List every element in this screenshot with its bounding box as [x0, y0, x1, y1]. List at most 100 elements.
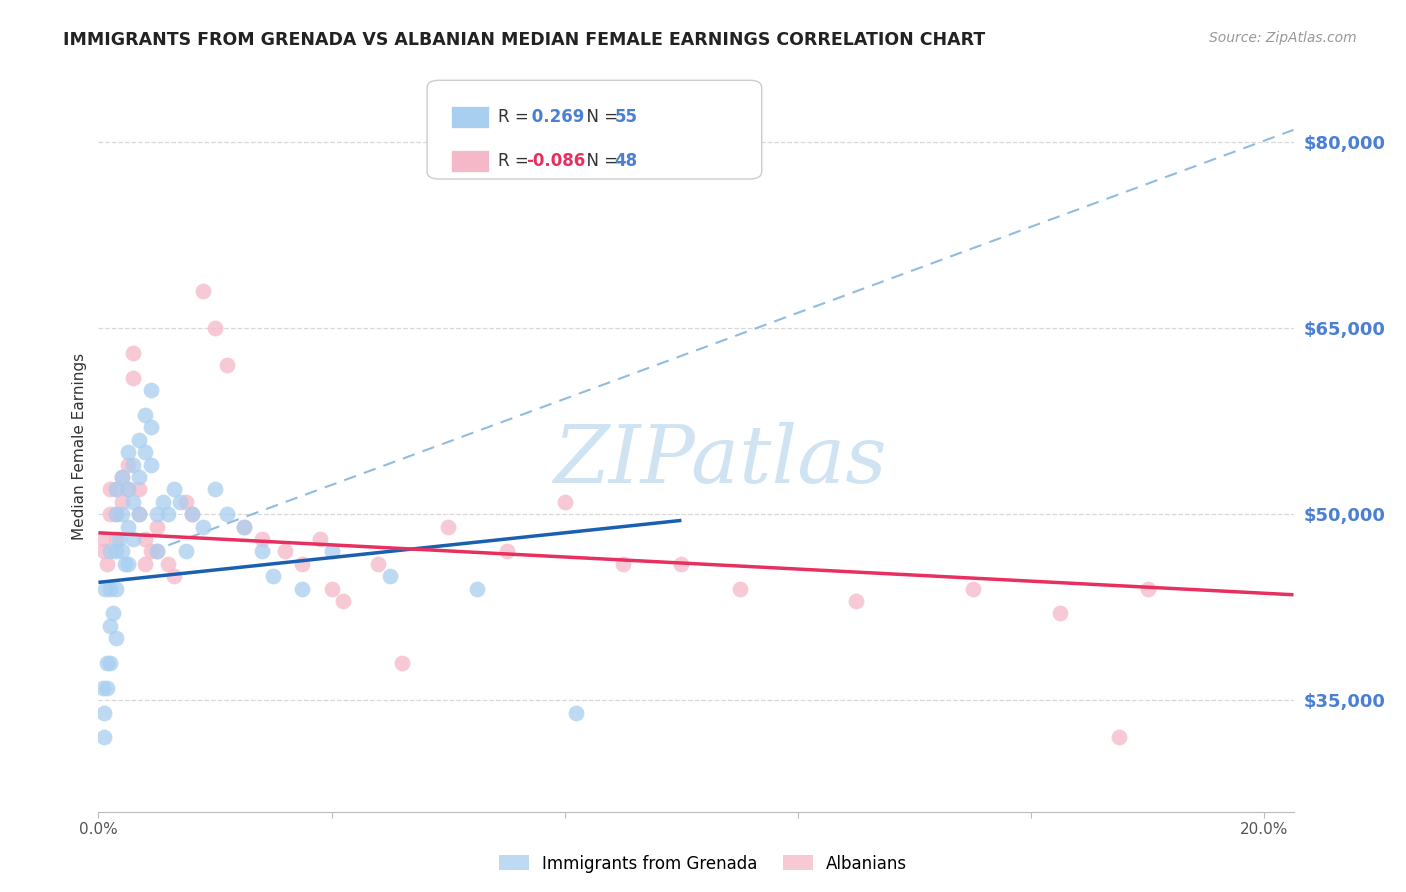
FancyBboxPatch shape [451, 150, 489, 171]
Albanians [98, 507, 121, 521]
Immigrants from Grenada [467, 582, 489, 596]
Immigrants from Grenada [128, 507, 150, 521]
Text: R =: R = [498, 108, 534, 126]
Immigrants from Grenada [139, 420, 162, 434]
Immigrants from Grenada [134, 445, 156, 459]
Text: -0.086: -0.086 [526, 152, 585, 169]
Albanians [309, 532, 332, 546]
Albanians [139, 544, 162, 558]
Immigrants from Grenada [117, 445, 139, 459]
Immigrants from Grenada [145, 507, 167, 521]
Text: Source: ZipAtlas.com: Source: ZipAtlas.com [1209, 31, 1357, 45]
Albanians [554, 495, 576, 509]
Immigrants from Grenada [94, 582, 117, 596]
Albanians [163, 569, 186, 583]
Immigrants from Grenada [193, 519, 215, 533]
Immigrants from Grenada [104, 582, 127, 596]
Immigrants from Grenada [378, 569, 401, 583]
Immigrants from Grenada [104, 631, 127, 645]
Albanians [91, 532, 114, 546]
Immigrants from Grenada [96, 656, 118, 670]
Albanians [612, 557, 634, 571]
Albanians [111, 495, 134, 509]
Immigrants from Grenada [117, 519, 139, 533]
Text: ZIPatlas: ZIPatlas [553, 422, 887, 500]
Immigrants from Grenada [174, 544, 197, 558]
Immigrants from Grenada [250, 544, 273, 558]
FancyBboxPatch shape [451, 106, 489, 128]
Albanians [134, 557, 156, 571]
Albanians [145, 544, 167, 558]
Immigrants from Grenada [91, 681, 114, 695]
Albanians [193, 284, 215, 298]
Albanians [367, 557, 389, 571]
Immigrants from Grenada [98, 544, 121, 558]
Immigrants from Grenada [204, 483, 226, 497]
Immigrants from Grenada [96, 681, 118, 695]
Immigrants from Grenada [134, 408, 156, 422]
Immigrants from Grenada [128, 470, 150, 484]
Albanians [122, 371, 145, 385]
Immigrants from Grenada [128, 433, 150, 447]
Albanians [437, 519, 460, 533]
Albanians [157, 557, 180, 571]
Legend: Immigrants from Grenada, Albanians: Immigrants from Grenada, Albanians [492, 848, 914, 880]
Immigrants from Grenada [291, 582, 314, 596]
Albanians [250, 532, 273, 546]
Immigrants from Grenada [215, 507, 238, 521]
Immigrants from Grenada [169, 495, 191, 509]
Albanians [274, 544, 297, 558]
Immigrants from Grenada [93, 731, 115, 745]
Albanians [845, 594, 868, 608]
Albanians [1136, 582, 1159, 596]
Albanians [93, 544, 115, 558]
Immigrants from Grenada [104, 483, 127, 497]
Albanians [291, 557, 314, 571]
Albanians [728, 582, 751, 596]
Text: 55: 55 [614, 108, 638, 126]
Immigrants from Grenada [139, 383, 162, 397]
Immigrants from Grenada [117, 483, 139, 497]
Albanians [128, 483, 150, 497]
Immigrants from Grenada [98, 582, 121, 596]
Albanians [233, 519, 256, 533]
Text: N =: N = [576, 108, 624, 126]
Albanians [671, 557, 693, 571]
Albanians [332, 594, 354, 608]
Immigrants from Grenada [321, 544, 343, 558]
Albanians [495, 544, 517, 558]
Albanians [180, 507, 202, 521]
Immigrants from Grenada [111, 507, 134, 521]
Immigrants from Grenada [122, 458, 145, 472]
Immigrants from Grenada [122, 495, 145, 509]
Text: 0.269: 0.269 [526, 108, 585, 126]
Albanians [134, 532, 156, 546]
Immigrants from Grenada [157, 507, 180, 521]
Immigrants from Grenada [98, 619, 121, 633]
Immigrants from Grenada [98, 656, 121, 670]
Immigrants from Grenada [108, 532, 131, 546]
Immigrants from Grenada [152, 495, 174, 509]
Immigrants from Grenada [233, 519, 256, 533]
Text: 48: 48 [614, 152, 638, 169]
Immigrants from Grenada [180, 507, 202, 521]
Immigrants from Grenada [104, 507, 127, 521]
Albanians [128, 507, 150, 521]
Albanians [204, 321, 226, 335]
Albanians [321, 582, 343, 596]
Immigrants from Grenada [262, 569, 284, 583]
Albanians [98, 483, 121, 497]
Albanians [104, 532, 127, 546]
Albanians [145, 519, 167, 533]
Albanians [104, 507, 127, 521]
Albanians [1108, 731, 1130, 745]
Albanians [1049, 607, 1071, 621]
Immigrants from Grenada [104, 544, 127, 558]
Albanians [391, 656, 413, 670]
Immigrants from Grenada [117, 557, 139, 571]
FancyBboxPatch shape [427, 80, 762, 179]
Albanians [117, 483, 139, 497]
Immigrants from Grenada [111, 470, 134, 484]
Albanians [96, 557, 118, 571]
Albanians [215, 359, 238, 373]
